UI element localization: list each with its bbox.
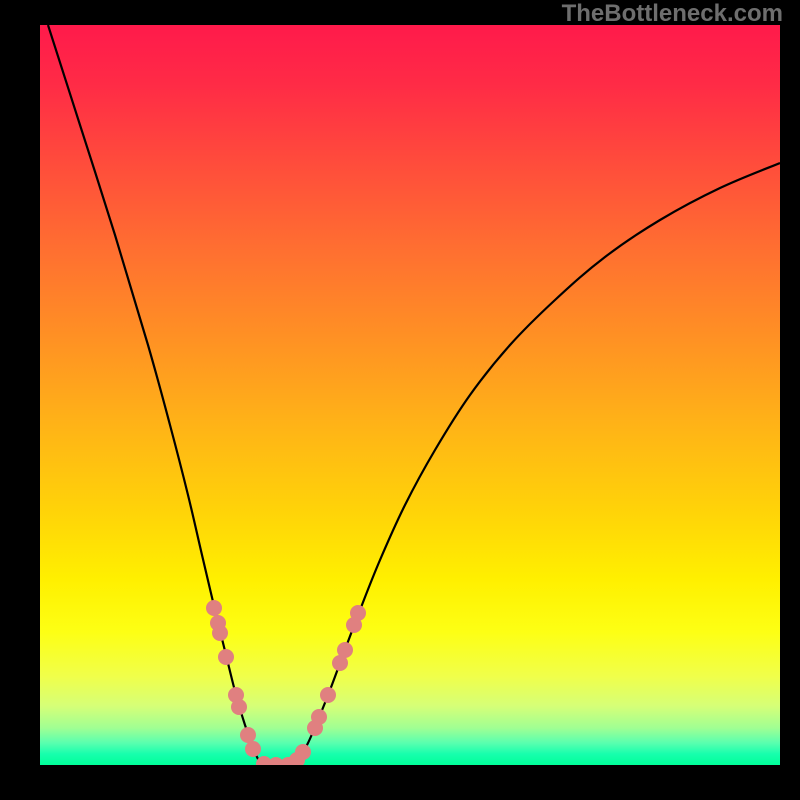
curve-right-branch	[293, 163, 780, 765]
plot-area	[40, 25, 780, 765]
data-marker	[218, 649, 234, 665]
data-marker	[206, 600, 222, 616]
data-markers	[206, 600, 366, 765]
watermark-text: TheBottleneck.com	[562, 0, 783, 28]
data-marker	[295, 744, 311, 760]
data-marker	[320, 687, 336, 703]
data-marker	[245, 741, 261, 757]
data-marker	[212, 625, 228, 641]
data-marker	[231, 699, 247, 715]
chart-frame: TheBottleneck.com	[0, 0, 800, 800]
data-marker	[240, 727, 256, 743]
data-marker	[311, 709, 327, 725]
data-marker	[337, 642, 353, 658]
data-marker	[350, 605, 366, 621]
bottleneck-curve	[40, 25, 780, 765]
